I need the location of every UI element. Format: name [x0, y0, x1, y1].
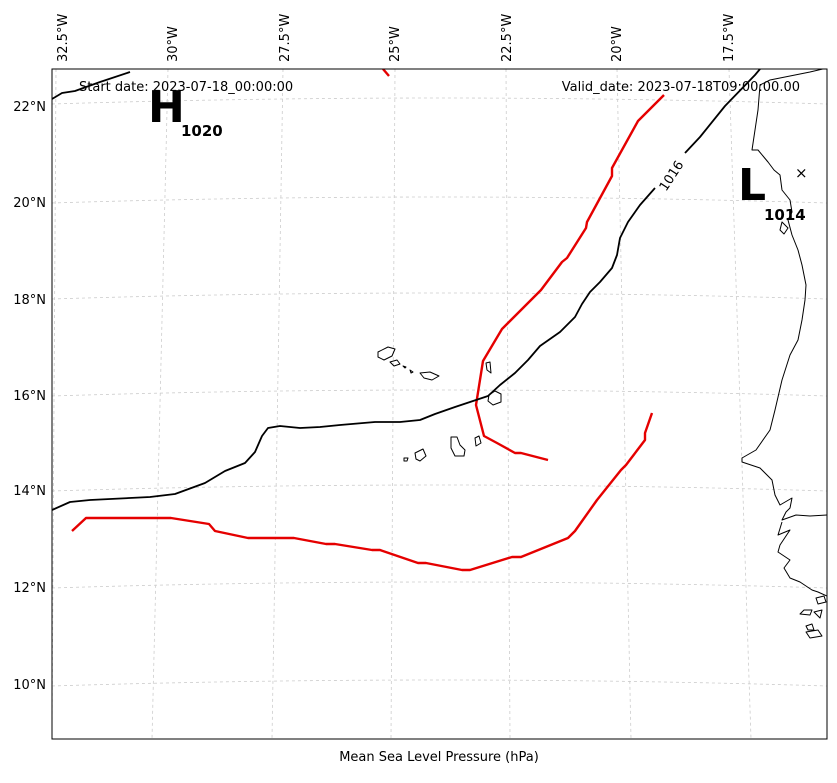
lon-label: 25°W [388, 26, 403, 62]
island [403, 457, 409, 462]
island [409, 369, 414, 374]
coastline [377, 69, 827, 639]
valid-date-label: Valid_date: 2023-07-18T09:00:00.00 [562, 80, 800, 95]
island [487, 390, 502, 406]
red-contour-top [382, 69, 390, 77]
lat-label: 14°N [13, 484, 46, 499]
start-date-label: Start date: 2023-07-18_00:00:00 [79, 80, 293, 95]
lat-label: 16°N [13, 389, 46, 404]
lat-label: 18°N [13, 293, 46, 308]
isobar-1016 [52, 69, 761, 511]
footer-label: Mean Sea Level Pressure (hPa) [339, 750, 539, 765]
island [485, 361, 492, 374]
red-contour-lower [71, 412, 654, 572]
low-center-marker: × [795, 164, 808, 182]
longitude-labels: 32.5°W 30°W 27.5°W 25°W 22.5°W 20°W 17.5… [56, 14, 737, 62]
lat-label: 12°N [13, 581, 46, 596]
latitude-labels: 22°N 20°N 18°N 16°N 14°N 12°N 10°N [13, 100, 46, 693]
coast-guinea [777, 521, 827, 597]
island [450, 436, 466, 457]
island [377, 346, 396, 361]
lon-label: 27.5°W [278, 14, 293, 62]
high-pressure-symbol: H [148, 82, 185, 133]
island [414, 448, 427, 462]
graticule [52, 69, 827, 739]
lat-label: 10°N [13, 678, 46, 693]
red-contour-upper [474, 94, 665, 462]
island [419, 371, 440, 381]
lon-label: 20°W [610, 26, 625, 62]
island [389, 359, 401, 367]
high-pressure-value: 1020 [181, 122, 223, 140]
isobar-top-left [52, 71, 131, 100]
lat-label: 22°N [13, 100, 46, 115]
map-frame [51, 68, 828, 740]
isobar-label: 1016 [657, 158, 688, 194]
lon-label: 17.5°W [722, 14, 737, 62]
low-pressure-value: 1014 [764, 206, 806, 224]
highlight-contours [71, 69, 665, 572]
lon-label: 32.5°W [56, 14, 71, 62]
lat-label: 20°N [13, 196, 46, 211]
island [402, 365, 407, 369]
african-coast [741, 69, 827, 521]
lon-label: 22.5°W [500, 14, 515, 62]
map-area: 1016 H 1020 L 1014 × [52, 69, 827, 739]
low-pressure-symbol: L [738, 160, 766, 211]
lon-label: 30°W [166, 26, 181, 62]
island [474, 435, 482, 447]
isobars [52, 69, 761, 511]
